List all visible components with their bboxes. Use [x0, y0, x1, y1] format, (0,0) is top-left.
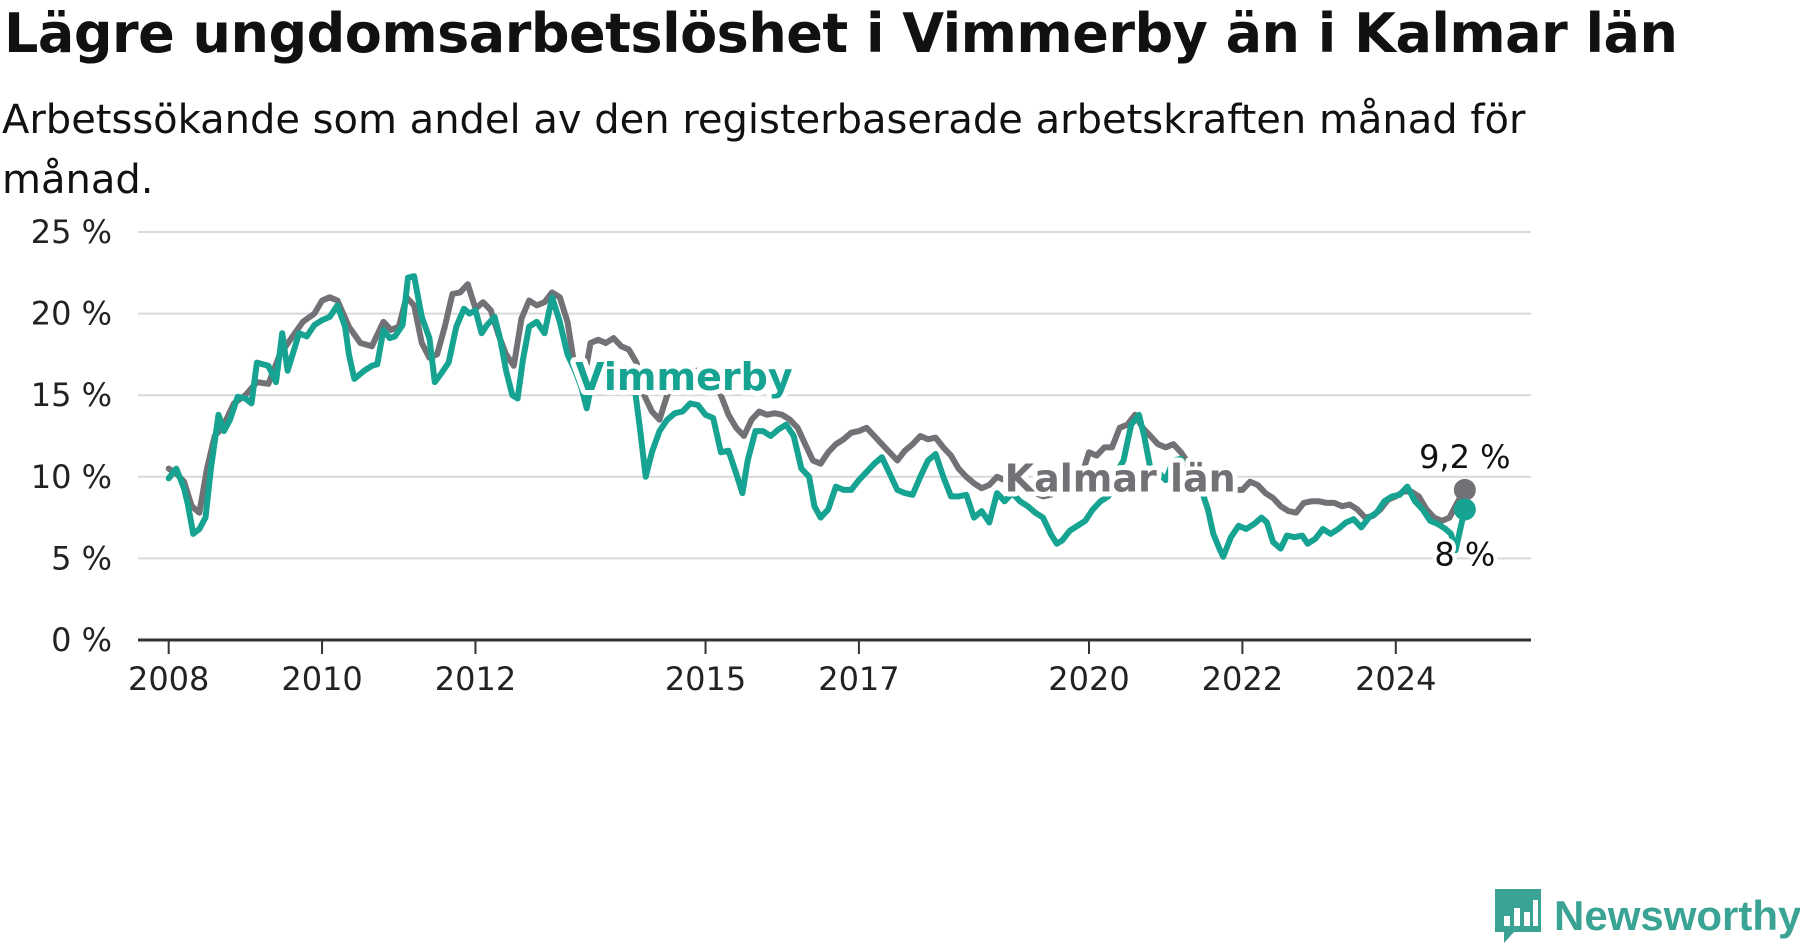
- series-line-vimmerby: [165, 273, 1468, 560]
- newsworthy-logo-icon: [1495, 889, 1541, 943]
- x-tick-label: 2022: [1202, 660, 1283, 698]
- x-tick-label: 2020: [1048, 660, 1129, 698]
- end-value-label-kalmar-l-n: 9,2 %: [1419, 438, 1510, 476]
- gridlines: [138, 231, 1531, 560]
- x-tick-label: 2015: [665, 660, 746, 698]
- end-point-vimmerby: [1453, 498, 1476, 521]
- series-labels: 9,2 % 8 % Vimmerby Kalmar län: [570, 350, 1514, 577]
- x-tick-label: 2010: [281, 660, 362, 698]
- series-lines: [165, 273, 1476, 560]
- newsworthy-logo: Newsworthy: [1492, 886, 1800, 946]
- series-label-kalmar-l-n: Kalmar län: [1005, 456, 1236, 500]
- y-tick-label: 25 %: [31, 213, 112, 251]
- x-tick-label: 2012: [435, 660, 516, 698]
- chart-title: Lägre ungdomsarbetslöshet i Vimmerby än …: [4, 2, 1678, 65]
- axes: 0 % 5 % 10 % 15 % 20 % 25 % 2008 2010 2012 2015 20…: [31, 213, 1531, 698]
- series-label-vimmerby: Vimmerby: [575, 355, 793, 399]
- x-tick-label: 2024: [1355, 660, 1436, 698]
- chart-subtitle: Arbetssökande som andel av den registerb…: [2, 97, 1526, 203]
- y-tick-label: 20 %: [31, 295, 112, 333]
- series-line-kalmar-l-n: [165, 281, 1468, 524]
- x-tick-label: 2008: [128, 660, 209, 698]
- newsworthy-logo-text: Newsworthy: [1554, 892, 1800, 939]
- y-tick-label: 5 %: [51, 539, 112, 577]
- x-tick-label: 2017: [818, 660, 899, 698]
- y-tick-label: 10 %: [31, 458, 112, 496]
- y-tick-label: 0 %: [51, 621, 112, 659]
- end-value-label-vimmerby: 8 %: [1434, 535, 1495, 573]
- y-tick-label: 15 %: [31, 376, 112, 414]
- end-point-kalmar-l-n: [1453, 478, 1476, 501]
